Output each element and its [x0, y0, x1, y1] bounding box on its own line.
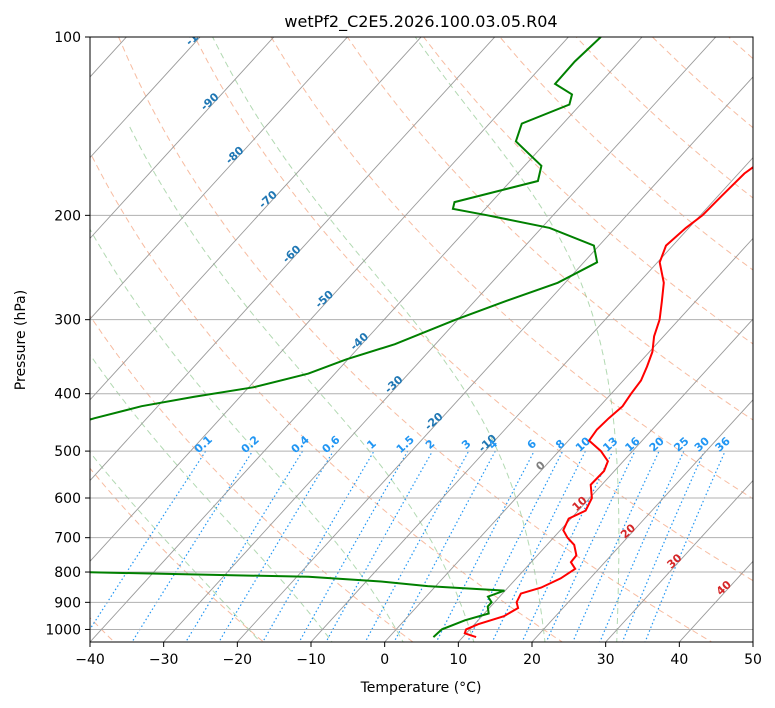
- moist-adiabat: [90, 353, 333, 642]
- y-tick-label: 1000: [45, 622, 81, 638]
- y-tick-label: 500: [54, 444, 81, 460]
- x-axis-label: Temperature (°C): [360, 680, 482, 696]
- plot-area: -100-90-80-70-60-50-40-30-20-100.10.20.4…: [90, 20, 753, 642]
- y-tick-label: 100: [54, 30, 81, 46]
- y-tick-label: 900: [54, 595, 81, 611]
- x-tick-label: 30: [597, 652, 615, 668]
- temperature-line: [463, 166, 753, 639]
- dry-adiabat: [423, 37, 753, 345]
- isotherm-line: [90, 37, 349, 320]
- x-axis-ticks: −40 −30 −20 −10 0 10 20 30 40 50: [75, 642, 762, 668]
- isotherm-line: [531, 399, 753, 642]
- isotherm-line: [90, 37, 643, 642]
- y-tick-label: 400: [54, 387, 81, 403]
- moist-adiabat: [90, 228, 404, 642]
- x-tick-label: −30: [149, 652, 179, 668]
- dewpoint-line: [90, 37, 602, 638]
- y-tick-label: 700: [54, 531, 81, 547]
- y-axis-ticks: 100 200 300 400 500 600 700 800 900 1000: [45, 30, 90, 638]
- x-tick-label: −40: [75, 652, 105, 668]
- isotherm-gridlines: [90, 37, 753, 642]
- isotherm-label: -100: [183, 20, 212, 48]
- plot-frame: [89, 36, 754, 643]
- x-tick-label: −20: [223, 652, 253, 668]
- isobar-gridlines: [90, 37, 753, 630]
- y-tick-label: 300: [54, 313, 81, 329]
- isotherm-line: [605, 479, 753, 642]
- y-tick-label: 600: [54, 491, 81, 507]
- moist-adiabat: [414, 37, 620, 642]
- isotherm-line: [384, 237, 753, 642]
- isotherm-line: [457, 318, 753, 642]
- x-tick-label: 0: [380, 652, 389, 668]
- isotherm-line: [310, 156, 753, 642]
- isotherm-line: [163, 37, 717, 642]
- isotherm-line: [90, 37, 496, 482]
- isotherm-line: [90, 37, 422, 401]
- x-tick-label: −10: [296, 652, 326, 668]
- x-tick-label: 40: [670, 652, 688, 668]
- y-axis-label: Pressure (hPa): [13, 290, 29, 390]
- y-tick-label: 200: [54, 208, 81, 224]
- isotherm-line: [90, 37, 201, 159]
- x-tick-label: 20: [523, 652, 541, 668]
- isotherm-line: [90, 37, 275, 240]
- moist-adiabat: [212, 37, 546, 642]
- dry-adiabat: [346, 37, 753, 421]
- isotherm-line: [90, 37, 570, 562]
- x-tick-label: 10: [449, 652, 467, 668]
- isotherm-line: [236, 76, 753, 642]
- x-tick-label: 50: [744, 652, 762, 668]
- y-tick-label: 800: [54, 565, 81, 581]
- chart-title: wetPf2_C2E5.2026.100.03.05.R04: [284, 12, 557, 32]
